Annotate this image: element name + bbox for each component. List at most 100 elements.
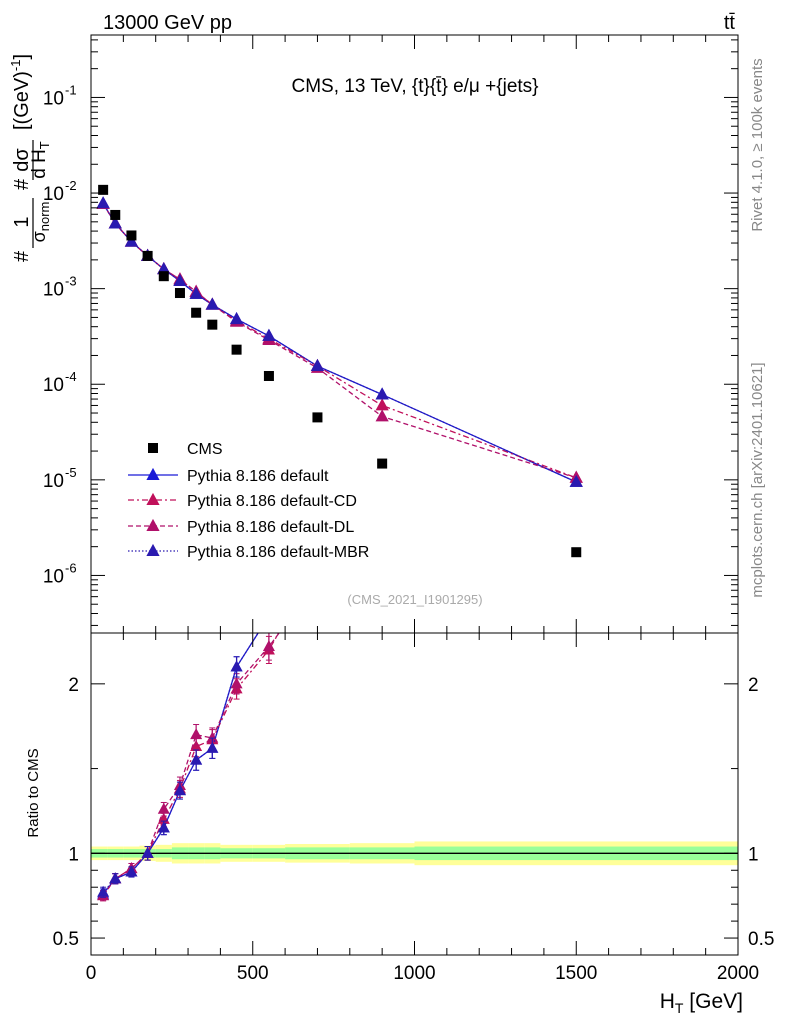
y-tick-label: 10 [43,88,64,109]
series-marker [96,196,110,209]
series-marker [375,398,389,411]
series-marker [173,273,187,287]
svg-text:d HT: d HT [29,141,52,179]
x-tick-label: 2000 [717,963,759,984]
legend-label: Pythia 8.186 default-DL [187,519,354,536]
ratio-marker [109,872,122,884]
series-marker [569,474,583,487]
x-tick-label: 500 [237,963,269,984]
cms-data-point [207,319,218,330]
cms-data-point [142,250,153,261]
ratio-marker [263,610,275,621]
rivet-version-label: Rivet 4.1.0, ≥ 100k events [749,58,766,231]
y-tick-exponent: -6 [65,560,77,575]
ratio-marker [376,474,388,485]
main-panel: 10-610-510-410-310-210-1 CMS, 13 TeV, {t… [8,34,739,634]
x-tick-label: 1000 [393,963,435,984]
ratio-marker [141,846,154,858]
legend-marker [146,492,160,505]
ratio-marker [262,640,275,652]
ratio-marker [173,784,186,796]
ratio-y-tick-label-right: 1 [748,844,759,865]
chart-title: CMS, 13 TeV, {t}{t̄} e/μ +{jets} [291,76,538,97]
collision-label: 13000 GeV pp [103,12,232,34]
ratio-marker [157,802,170,814]
series-line [102,203,577,479]
x-tick-label: 0 [86,963,97,984]
legend-cms-marker [148,443,158,453]
ratio-line [102,633,280,897]
ratio-y-tick-label: 2 [68,675,79,696]
legend-cms-label: CMS [187,441,223,458]
series-marker [262,328,276,341]
series-marker [157,261,171,275]
cms-data-point [174,288,185,299]
series-marker [229,311,244,325]
ratio-marker [206,741,219,753]
ratio-y-tick-label: 0.5 [53,929,79,950]
cms-data-point [110,209,121,220]
ratio-y-tick-label: 1 [68,844,79,865]
series-marker [108,216,122,229]
svg-text:1: 1 [11,216,33,227]
legend-label: Pythia 8.186 default-CD [187,493,357,510]
ratio-marker [190,753,203,765]
analysis-id: (CMS_2021_I1901295) [347,592,482,607]
series-marker [375,409,389,422]
legend-label: Pythia 8.186 default-MBR [187,544,369,561]
cms-data-point [312,412,323,423]
ratio-marker [570,101,582,112]
cms-data-point [98,184,109,195]
x-axis-label: HT [GeV] [660,990,743,1016]
legend-label: Pythia 8.186 default [187,468,329,485]
ratio-line [102,633,280,897]
ratio-marker [157,821,170,833]
cms-data-point [571,547,582,558]
ratio-y-tick-label-right: 2 [748,675,759,696]
ratio-marker [376,491,388,502]
legend-marker [146,467,160,480]
ratio-marker [190,740,203,752]
y-tick-exponent: -4 [65,369,77,384]
cms-data-point [158,271,169,282]
svg-text:[(GeV)-1]: [(GeV)-1] [8,54,33,130]
legend: CMS Pythia 8.186 default Pythia 8.186 defa… [128,441,369,561]
ratio-panel: 0 500 1000 1500 2000 0.5 0.5 1 1 2 2 Ratio to CMS [25,101,774,984]
legend-marker [146,518,160,531]
ratio-marker [263,610,275,621]
series-marker [124,234,139,247]
svg-text:dσ: dσ [11,148,33,172]
y-axis-label: # 1 σnorm # dσ d HT [(GeV)-1] [8,54,52,262]
cms-data-point [231,344,242,355]
series-marker [375,387,389,400]
y-tick-exponent: -5 [65,465,77,480]
ratio-marker [125,865,138,877]
legend-marker [146,543,160,556]
ratio-marker [206,731,219,743]
series-marker [189,286,203,299]
ratio-marker [570,101,582,112]
y-tick-label: 10 [43,280,64,301]
ratio-y-tick-label-right: 0.5 [748,929,774,950]
series-marker [310,358,325,371]
svg-text:#: # [11,250,33,262]
ratio-marker [230,677,243,689]
series-line [102,203,577,479]
mcplots-label: mcplots.cern.ch [arXiv:2401.10621] [749,362,766,597]
svg-text:#: # [11,178,33,190]
process-label: tt̄ [724,12,736,34]
cms-data-point [126,230,137,241]
series-line [102,203,577,483]
y-tick-label: 10 [43,184,64,205]
ratio-marker [97,885,110,897]
x-tick-label: 1500 [555,963,597,984]
ratio-frame [90,632,739,956]
y-tick-label: 10 [43,566,64,587]
ratio-marker [190,728,203,740]
cms-data-point [263,370,274,381]
ratio-marker [230,660,243,672]
y-tick-label: 10 [43,471,64,492]
series-line [102,203,577,483]
y-tick-label: 10 [43,375,64,396]
